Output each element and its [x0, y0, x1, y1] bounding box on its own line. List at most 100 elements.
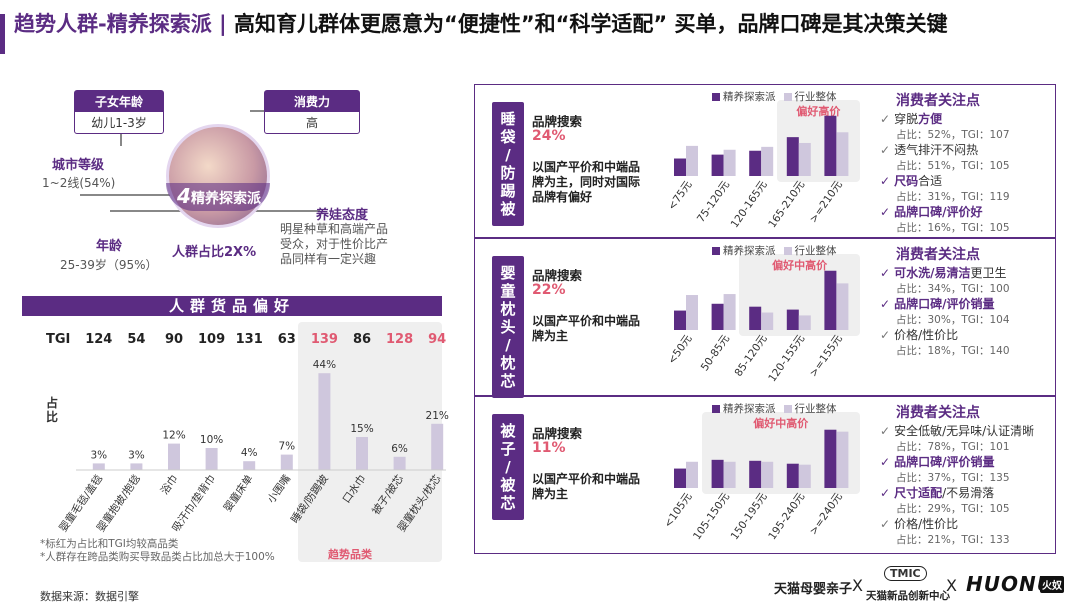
- preference-bar: [168, 443, 180, 470]
- category-tag-char: 童: [500, 282, 516, 300]
- persona-name-line: 4精养探索派: [164, 184, 274, 208]
- legend-label: 精养探索派: [723, 91, 776, 103]
- age-label: 年龄: [96, 239, 123, 254]
- price-bar: [674, 158, 686, 176]
- persona-name-band: [166, 183, 270, 211]
- tmall-mom-baby-logo: 天猫母婴亲子: [774, 582, 853, 597]
- huonu-seal: 火奴: [1040, 576, 1064, 593]
- focus-item-stat: 占比：31%，TGI：119: [896, 191, 1010, 203]
- focus-item-stat: 占比：51%，TGI：105: [896, 160, 1010, 172]
- legend-swatch: [783, 247, 792, 255]
- legend-swatch: [783, 405, 792, 413]
- city-value: 1~2线(54%): [42, 176, 116, 190]
- logo-separator: X: [946, 576, 957, 595]
- focus-item-stat: 占比：18%，TGI：140: [896, 345, 1010, 357]
- focus-item-text: 尺码: [894, 174, 919, 188]
- price-range-label: 105-150元: [691, 490, 732, 542]
- chart-legend: 精养探索派 行业整体: [712, 243, 845, 258]
- focus-price-label: 偏好中高价: [753, 417, 809, 430]
- tgi-label: TGI: [46, 332, 71, 347]
- price-bar: [723, 149, 736, 176]
- check-icon: ✓: [880, 328, 891, 342]
- focus-item-text: 更卫生: [970, 266, 1007, 280]
- check-icon: ✓: [880, 266, 891, 280]
- category-tag-char: 枕: [500, 300, 516, 318]
- focus-price-label: 偏好高价: [796, 105, 841, 118]
- price-bar: [674, 310, 686, 330]
- focus-item: ✓ 品牌口碑/评价好: [880, 203, 982, 220]
- brand-search-label: 品牌搜索: [532, 426, 583, 441]
- preference-bar: [280, 454, 293, 470]
- focus-item: ✓ 尺码合适: [880, 172, 942, 189]
- tgi-value: 139: [310, 332, 338, 347]
- price-bar: [798, 142, 811, 176]
- focus-item-text: 品牌口碑/评价好: [894, 205, 983, 219]
- price-range-label: 195-240元: [766, 490, 807, 542]
- preference-bar: [431, 423, 444, 470]
- huonu-logo: HUONU: [966, 572, 1054, 596]
- legend-swatch: [712, 405, 720, 413]
- price-bar: [749, 460, 762, 488]
- tmic-logo-box: TMIC: [884, 566, 927, 581]
- focus-item-text: 价格/性价比: [894, 328, 959, 342]
- category-tag-char: 头: [500, 318, 516, 336]
- price-bar: [798, 315, 811, 330]
- tmic-logo-text: 天猫新品创新中心: [866, 590, 950, 602]
- tgi-value: 54: [127, 332, 146, 347]
- preference-value-label: 12%: [162, 430, 185, 442]
- category-tag: 睡袋 / 防踢被: [492, 102, 524, 226]
- legend-label: 行业整体: [794, 403, 837, 415]
- focus-item-text: 价格/性价比: [894, 517, 959, 531]
- category-tag-char: 被: [500, 422, 516, 440]
- tgi-value: 94: [428, 332, 447, 347]
- tgi-value: 86: [352, 332, 372, 347]
- preference-bar: [243, 461, 256, 470]
- spending-value: 高: [305, 116, 318, 130]
- brand-search-pct: 22%: [532, 282, 566, 298]
- price-bar: [836, 431, 849, 488]
- preference-value-label: 3%: [128, 449, 145, 461]
- chart-legend: 精养探索派 行业整体: [712, 89, 845, 104]
- check-icon: ✓: [880, 297, 891, 311]
- check-icon: ✓: [880, 517, 891, 531]
- y-axis-label: 占比: [46, 396, 59, 424]
- preference-value-label: 4%: [241, 447, 258, 459]
- child-age-label: 子女年龄: [75, 91, 163, 112]
- focus-item-stat: 占比：78%，TGI：101: [896, 441, 1010, 453]
- focus-item-text: 品牌口碑/评价销量: [894, 455, 995, 469]
- preference-value-label: 44%: [313, 359, 336, 371]
- price-bar: [749, 150, 762, 176]
- legend-swatch: [712, 93, 720, 101]
- price-range-label: <105元: [662, 490, 695, 530]
- focus-item: ✓ 透气排汗不闷热: [880, 141, 978, 158]
- attitude-label: 养娃态度: [316, 208, 369, 223]
- category-tag: 婴童枕头 / 枕芯: [492, 256, 524, 398]
- preference-value-label: 6%: [391, 443, 408, 455]
- focus-item: ✓ 品牌口碑/评价销量: [880, 453, 994, 470]
- persona-share: 人群占比2X%: [172, 245, 257, 260]
- legend-label: 行业整体: [794, 91, 837, 103]
- focus-item-text: 品牌口碑/评价销量: [894, 297, 995, 311]
- focus-item: ✓ 穿脱方便: [880, 110, 942, 127]
- legend-swatch: [712, 247, 720, 255]
- category-tag-char: 子: [500, 440, 516, 458]
- price-bar: [711, 303, 724, 330]
- check-icon: ✓: [880, 424, 891, 438]
- brand-description: 以国产平价和中端品牌为主: [532, 314, 641, 343]
- focus-item-text: 透气排汗不闷热: [894, 143, 979, 157]
- brand-search-label: 品牌搜索: [532, 268, 583, 283]
- age-value: 25-39岁（95%）: [60, 258, 158, 272]
- brand-search-pct: 24%: [532, 128, 566, 144]
- preference-value-label: 21%: [426, 410, 449, 422]
- city-label: 城市等级: [52, 158, 105, 173]
- legend-label: 精养探索派: [723, 245, 776, 257]
- category-tag-char: /: [505, 336, 511, 354]
- tgi-value: 90: [164, 332, 184, 347]
- focus-item-text: 合适: [918, 174, 943, 188]
- price-bar: [761, 312, 774, 330]
- title-segment: 趋势人群-精养探索派: [14, 12, 212, 36]
- consumer-focus-title: 消费者关注点: [896, 247, 980, 263]
- focus-item-text: 尺寸适配: [894, 486, 943, 500]
- focus-item-stat: 占比：29%，TGI：105: [896, 503, 1010, 515]
